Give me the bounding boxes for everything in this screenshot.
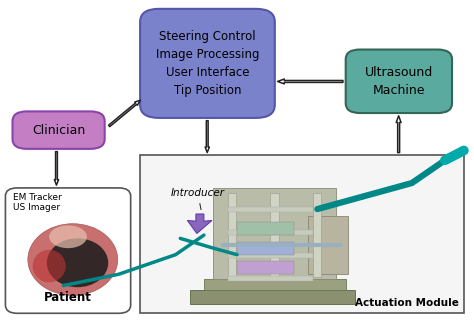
- Text: Patient: Patient: [44, 291, 92, 304]
- FancyBboxPatch shape: [313, 193, 321, 278]
- FancyBboxPatch shape: [213, 188, 336, 279]
- FancyBboxPatch shape: [237, 261, 294, 274]
- FancyBboxPatch shape: [12, 112, 105, 149]
- Ellipse shape: [49, 225, 87, 248]
- Ellipse shape: [47, 238, 108, 287]
- FancyBboxPatch shape: [237, 242, 294, 255]
- FancyBboxPatch shape: [140, 9, 275, 118]
- Text: Introducer: Introducer: [171, 188, 225, 210]
- FancyBboxPatch shape: [308, 215, 348, 274]
- FancyBboxPatch shape: [140, 155, 464, 313]
- FancyBboxPatch shape: [228, 207, 313, 212]
- FancyArrowPatch shape: [396, 116, 401, 153]
- FancyBboxPatch shape: [228, 230, 313, 235]
- FancyArrowPatch shape: [55, 152, 59, 185]
- FancyBboxPatch shape: [237, 222, 294, 235]
- Ellipse shape: [28, 224, 118, 295]
- FancyArrowPatch shape: [278, 79, 343, 84]
- FancyBboxPatch shape: [190, 290, 355, 303]
- FancyArrowPatch shape: [205, 121, 210, 153]
- FancyBboxPatch shape: [228, 193, 236, 278]
- Polygon shape: [187, 214, 212, 233]
- FancyBboxPatch shape: [204, 279, 346, 290]
- FancyArrowPatch shape: [109, 100, 140, 127]
- Text: Actuation Module: Actuation Module: [355, 299, 459, 308]
- Text: Clinician: Clinician: [32, 124, 85, 137]
- FancyBboxPatch shape: [228, 276, 313, 281]
- FancyBboxPatch shape: [5, 188, 131, 313]
- FancyBboxPatch shape: [228, 253, 313, 258]
- Text: Steering Control
Image Processing
User Interface
Tip Position: Steering Control Image Processing User I…: [156, 30, 259, 97]
- FancyBboxPatch shape: [346, 49, 452, 113]
- FancyBboxPatch shape: [270, 193, 279, 278]
- Text: Ultrasound
Machine: Ultrasound Machine: [365, 66, 433, 97]
- Text: EM Tracker
US Imager: EM Tracker US Imager: [12, 193, 61, 212]
- Ellipse shape: [33, 250, 66, 282]
